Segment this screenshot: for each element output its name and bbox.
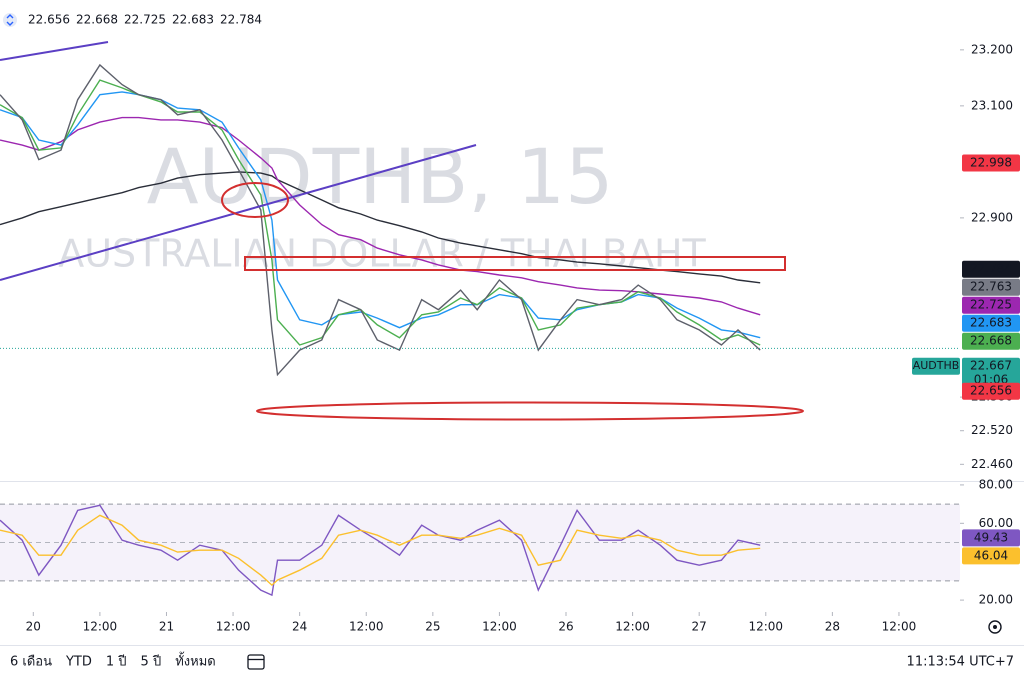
watermark-title: AUDTHB, 15 <box>147 132 614 221</box>
price-label-box <box>962 382 1020 400</box>
x-tick-label: 12:00 <box>882 620 917 634</box>
range-button[interactable]: YTD <box>65 655 92 670</box>
symbol-box <box>912 357 960 375</box>
range-button[interactable]: 5 ปี <box>141 654 162 670</box>
price-label-box <box>962 314 1020 332</box>
x-tick-label: 12:00 <box>349 620 384 634</box>
symbol-label: AUDTHB <box>913 359 960 372</box>
toolbar: 6 เดือน YTD 1 ปี 5 ปี ทั้งหมด <box>10 652 216 670</box>
x-tick-label: 12:00 <box>216 620 251 634</box>
y-tick-label: 22.460 <box>971 457 1013 471</box>
price-label: 46.04 <box>974 548 1008 562</box>
price-label-box <box>962 260 1020 278</box>
calendar-icon[interactable] <box>247 654 265 670</box>
range-button[interactable]: ทั้งหมด <box>175 652 216 670</box>
x-tick-label: 12:00 <box>748 620 783 634</box>
x-tick-label: 28 <box>825 620 840 634</box>
price-label-box <box>962 357 1020 389</box>
trend-line <box>0 144 477 281</box>
collapse-button[interactable] <box>3 13 17 27</box>
series-line <box>0 63 761 377</box>
price-label: 22.998 <box>970 155 1012 169</box>
clock: 11:13:54 UTC+7 <box>907 655 1014 670</box>
header-value: 22.668 <box>76 13 118 27</box>
price-label-box <box>962 154 1020 172</box>
header-value: 22.656 <box>28 13 70 27</box>
collapse-icon <box>6 14 14 26</box>
labels: 23.20023.10022.90022.58022.52022.4602012… <box>26 42 1020 634</box>
drawings <box>0 41 804 421</box>
series-line <box>0 504 761 597</box>
settings-button[interactable] <box>988 620 1002 634</box>
y-tick-label: 80.00 <box>979 477 1013 491</box>
price-label-box <box>962 547 1020 565</box>
x-tick-label: 20 <box>26 620 41 634</box>
price-label-box <box>962 529 1020 547</box>
price-label: 22.784 <box>970 262 1012 276</box>
series-line <box>0 116 761 316</box>
y-tick-label: 22.520 <box>971 423 1013 437</box>
price-label-box <box>962 278 1020 296</box>
trend-line <box>0 41 109 61</box>
support-ellipse <box>256 401 804 421</box>
resistance-box <box>244 256 786 271</box>
series-line <box>0 514 761 587</box>
x-tick-label: 21 <box>159 620 174 634</box>
x-tick-label: 27 <box>692 620 707 634</box>
watermark-subtitle: AUSTRALIAN DOLLAR / THAI BAHT <box>58 232 706 276</box>
series-line <box>0 79 761 346</box>
price-label-box <box>962 296 1020 314</box>
header-value: 22.725 <box>124 13 166 27</box>
price-label: 22.668 <box>970 334 1012 348</box>
x-tick-label: 12:00 <box>83 620 118 634</box>
range-button[interactable]: 1 ปี <box>106 654 127 670</box>
x-tick-label: 12:00 <box>482 620 517 634</box>
y-tick-label: 60.00 <box>979 516 1013 530</box>
highlight-ellipse <box>221 182 289 218</box>
x-tick-label: 25 <box>425 620 440 634</box>
x-tick-label: 12:00 <box>615 620 650 634</box>
header-icon[interactable] <box>3 13 17 27</box>
header-value: 22.784 <box>220 13 262 27</box>
price-label: 49.43 <box>974 530 1008 544</box>
y-tick-label: 23.200 <box>971 42 1013 56</box>
price-label: 22.683 <box>970 316 1012 330</box>
y-tick-label: 20.00 <box>979 593 1013 607</box>
marks <box>0 49 964 616</box>
gear-icon[interactable] <box>988 620 1002 634</box>
x-tick-label: 26 <box>558 620 573 634</box>
range-button[interactable]: 6 เดือน <box>10 654 52 670</box>
price-label: 22.763 <box>970 280 1012 294</box>
series-line <box>0 171 761 284</box>
header-value: 22.683 <box>172 13 214 27</box>
price-label: 22.656 <box>970 384 1012 398</box>
header: 22.656 22.668 22.725 22.683 22.784 <box>28 13 262 27</box>
x-tick-label: 24 <box>292 620 307 634</box>
y-tick-label: 23.100 <box>971 98 1013 112</box>
price-label: 22.667 <box>970 359 1012 373</box>
series-line <box>0 91 761 339</box>
date-range-button[interactable] <box>247 654 265 670</box>
price-label: 22.725 <box>970 298 1012 312</box>
gear-center <box>993 625 997 629</box>
price-label-box <box>962 332 1020 350</box>
y-tick-label: 22.900 <box>971 210 1013 224</box>
